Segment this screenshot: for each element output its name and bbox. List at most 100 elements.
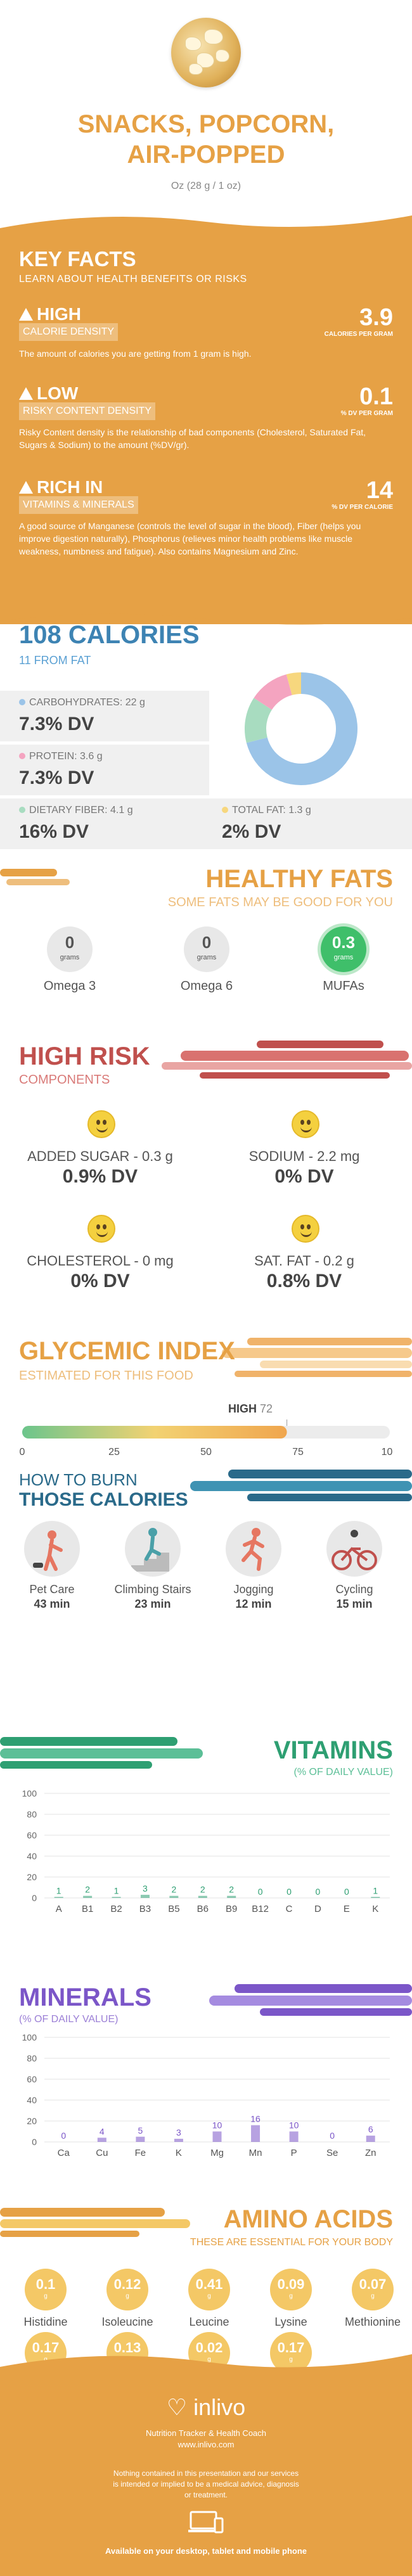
- x-tick-label: C: [286, 1904, 293, 1914]
- activity-cycling: Cycling 15 min: [313, 1521, 396, 1611]
- bar-value-label: 0: [316, 1887, 321, 1897]
- amino-isoleucine: 0.12 g Isoleucine: [89, 2269, 165, 2329]
- bar-Fe: [136, 2136, 145, 2142]
- amino-subtitle: THESE ARE ESSENTIAL FOR YOUR BODY: [190, 2237, 393, 2248]
- jogging-icon: [226, 1521, 281, 1577]
- pet-care-icon: [24, 1521, 80, 1577]
- risk-decor-bars: [162, 1041, 412, 1079]
- risk-added-sugar: ADDED SUGAR - 0.3 g 0.9% DV: [27, 1148, 173, 1187]
- glycemic-tick-label: 25: [108, 1447, 120, 1458]
- vitamins-subtitle: (% OF DAILY VALUE): [293, 1767, 393, 1778]
- warning-icon: [19, 481, 33, 494]
- carbohydrates-dot: [19, 699, 25, 705]
- amino-value-circle: 0.07 g: [352, 2269, 394, 2310]
- donut-slice-fat: [286, 672, 302, 696]
- fact-band-vitamins-minerals: VITAMINS & MINERALS: [19, 496, 138, 514]
- minerals-decor-bars: [209, 1984, 412, 2016]
- x-tick-label: Zn: [365, 2148, 377, 2158]
- bar-value-label: 10: [212, 2120, 222, 2131]
- x-tick-label: P: [291, 2148, 297, 2158]
- high-risk-subtitle: COMPONENTS: [19, 1073, 110, 1087]
- cycling-icon: [326, 1521, 382, 1577]
- amino-value-circle: 0.12 g: [106, 2269, 148, 2310]
- y-tick-label: 100: [22, 2032, 37, 2042]
- fact-band-risky-content: RISKY CONTENT DENSITY: [19, 402, 155, 420]
- bar-value-label: 1: [56, 1885, 61, 1895]
- climbing-stairs-icon: [125, 1521, 181, 1577]
- page-title-line2: AIR-POPPED: [127, 141, 285, 169]
- macro-band: [0, 745, 209, 795]
- amino-name: Methionine: [344, 2316, 401, 2328]
- glycemic-tick-label: 100: [382, 1447, 393, 1458]
- bar-B2: [112, 1897, 121, 1898]
- macro-total-fat: TOTAL FAT: 1.3 g 2% DV: [222, 805, 311, 842]
- bar-value-label: 0: [286, 1887, 292, 1897]
- amino-name: Isoleucine: [101, 2316, 153, 2328]
- vitamins-decor-bars: [0, 1737, 203, 1769]
- glycemic-fill: [22, 1426, 287, 1439]
- x-tick-label: B5: [168, 1904, 179, 1914]
- fat-dot: [222, 807, 228, 813]
- bar-value-label: 2: [229, 1885, 234, 1895]
- key-facts-section: KEY FACTS LEARN ABOUT HEALTH BENEFITS OR…: [0, 228, 412, 624]
- amino-value-circle: 0.17 g: [270, 2332, 312, 2374]
- omega6-circle: 0 grams: [184, 926, 229, 972]
- wave-divider: [0, 2354, 412, 2373]
- key-facts-subtitle: LEARN ABOUT HEALTH BENEFITS OR RISKS: [19, 274, 247, 285]
- bar-Mg: [212, 2131, 222, 2142]
- amino-histidine: 0.1 g Histidine: [8, 2269, 84, 2329]
- activity-climbing-stairs: Climbing Stairs 23 min: [112, 1521, 194, 1611]
- burn-title-line1: HOW TO BURN: [19, 1470, 138, 1489]
- x-tick-label: B6: [197, 1904, 209, 1914]
- donut-slice-carbohydrates: [246, 672, 357, 785]
- x-tick-label: B9: [226, 1904, 237, 1914]
- serving-size: Oz (28 g / 1 oz): [171, 181, 241, 191]
- bar-B5: [169, 1895, 179, 1898]
- mufas-circle: 0.3 grams: [321, 926, 366, 972]
- y-tick-label: 0: [32, 1893, 37, 1903]
- bar-value-label: 1: [114, 1885, 119, 1895]
- macro-dietary-fiber: DIETARY FIBER: 4.1 g 16% DV: [19, 805, 133, 842]
- minerals-subtitle: (% OF DAILY VALUE): [19, 2014, 119, 2025]
- brand-logo: ♡ inlivo: [166, 2394, 246, 2420]
- bar-value-label: 0: [61, 2131, 66, 2141]
- x-tick-label: Cu: [96, 2148, 108, 2158]
- brand-tagline: Nutrition Tracker & Health Coach: [145, 2428, 267, 2438]
- glycemic-scale: 0 25 50 75 100: [20, 1419, 393, 1458]
- x-tick-label: Se: [326, 2148, 338, 2158]
- activity-pet-care: Pet Care 43 min: [11, 1521, 93, 1611]
- amino-lysine: 0.09 g Lysine: [253, 2269, 329, 2329]
- smiley-face-icon: [87, 1110, 115, 1138]
- fact-band-calorie-density: CALORIE DENSITY: [19, 323, 119, 341]
- page-title-line1: SNACKS, POPCORN,: [77, 110, 335, 138]
- platforms-text: Available on your desktop, tablet and mo…: [105, 2546, 307, 2556]
- glycemic-decor-bars: [222, 1338, 412, 1377]
- x-tick-label: K: [176, 2148, 182, 2158]
- risky-content-unit: % DV PER GRAM: [340, 410, 393, 417]
- x-tick-label: Mg: [210, 2148, 224, 2158]
- bar-value-label: 10: [289, 2120, 299, 2131]
- risk-sodium: SODIUM - 2.2 mg 0% DV: [248, 1148, 360, 1187]
- y-tick-label: 20: [27, 1872, 37, 1882]
- vitamins-bar-chart: 0 20 40 60 80 100 1 A 2 B1 1 B2 3 B3 2 B5 2 B6 2 B9 0 B12 0 C 0 D…: [22, 1788, 390, 1914]
- amino-value-circle: 0.09 g: [270, 2269, 312, 2310]
- x-tick-label: K: [372, 1904, 378, 1914]
- amino-value-circle: 0.1 g: [25, 2269, 67, 2310]
- y-tick-label: 0: [32, 2137, 37, 2147]
- wave-divider: [0, 605, 412, 625]
- amino-name: Leucine: [189, 2316, 229, 2328]
- healthy-fats-subtitle: SOME FATS MAY BE GOOD FOR YOU: [167, 895, 393, 909]
- y-tick-label: 20: [27, 2116, 37, 2126]
- brand-url[interactable]: www.inlivo.com: [177, 2440, 235, 2449]
- bar-B6: [198, 1895, 207, 1898]
- smiley-face-icon: [87, 1215, 115, 1243]
- bar-P: [289, 2131, 299, 2142]
- key-facts-title: KEY FACTS: [19, 247, 136, 271]
- glycemic-subtitle: ESTIMATED FOR THIS FOOD: [19, 1369, 193, 1383]
- vitamins-minerals-text: A good source of Manganese (controls the…: [19, 521, 361, 556]
- amino-decor-bars: [0, 2208, 190, 2237]
- macro-carbohydrates: CARBOHYDRATES: 22 g 7.3% DV: [19, 697, 145, 734]
- risk-saturated-fat: SAT. FAT - 0.2 g 0.8% DV: [254, 1253, 354, 1291]
- glycemic-level: HIGH 72: [228, 1402, 273, 1415]
